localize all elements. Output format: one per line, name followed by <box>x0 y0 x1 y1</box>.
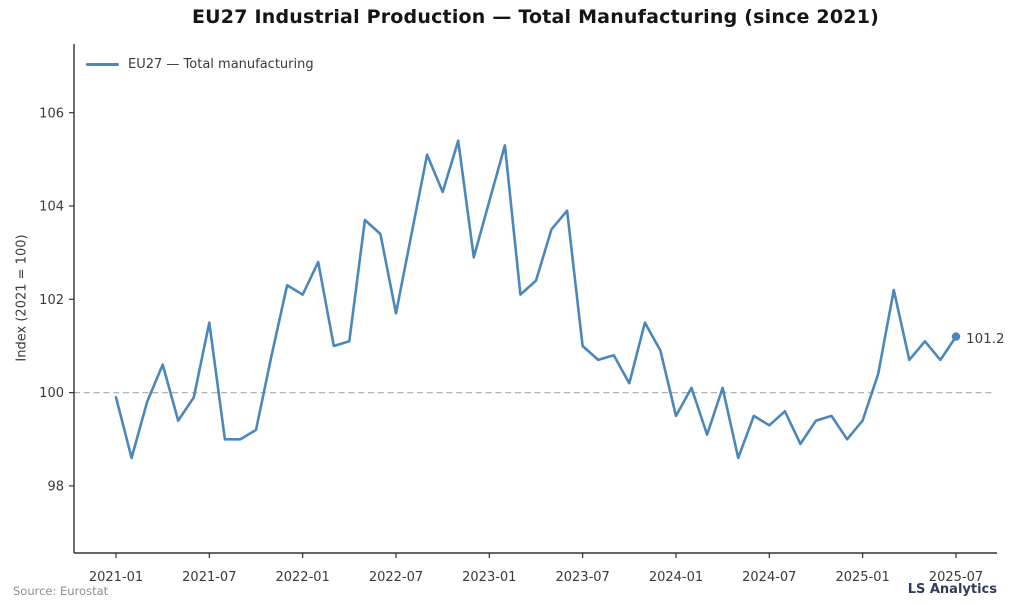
x-tick-label: 2022-07 <box>369 570 423 585</box>
y-tick-label: 100 <box>39 386 64 401</box>
series-line <box>114 139 958 460</box>
legend-line-swatch <box>86 62 119 67</box>
x-tick-label: 2023-07 <box>555 570 609 585</box>
legend-label: EU27 — Total manufacturing <box>128 57 314 72</box>
chart-title: EU27 Industrial Production — Total Manuf… <box>192 6 879 28</box>
x-tick-label: 2023-01 <box>462 570 516 585</box>
y-tick-label: 104 <box>39 200 64 215</box>
y-tick-label: 102 <box>39 293 64 308</box>
x-tick-label: 2021-01 <box>89 570 143 585</box>
legend: EU27 — Total manufacturing <box>86 57 314 72</box>
x-tick-label: 2025-07 <box>929 570 983 585</box>
x-tick-label: 2024-01 <box>649 570 703 585</box>
y-tick-label: 106 <box>39 106 64 121</box>
brand-label: LS Analytics <box>907 582 997 597</box>
y-tick-label: 98 <box>47 479 64 494</box>
y-axis-label: Index (2021 = 100) <box>14 234 30 362</box>
x-tick-label: 2024-07 <box>742 570 796 585</box>
x-tick-label: 2025-01 <box>835 570 889 585</box>
source-note: Source: Eurostat <box>13 584 109 598</box>
x-tick-label: 2021-07 <box>182 570 236 585</box>
last-point-marker <box>951 332 961 341</box>
last-value-label: 101.2 <box>966 331 1005 347</box>
x-tick-label: 2022-01 <box>275 570 329 585</box>
